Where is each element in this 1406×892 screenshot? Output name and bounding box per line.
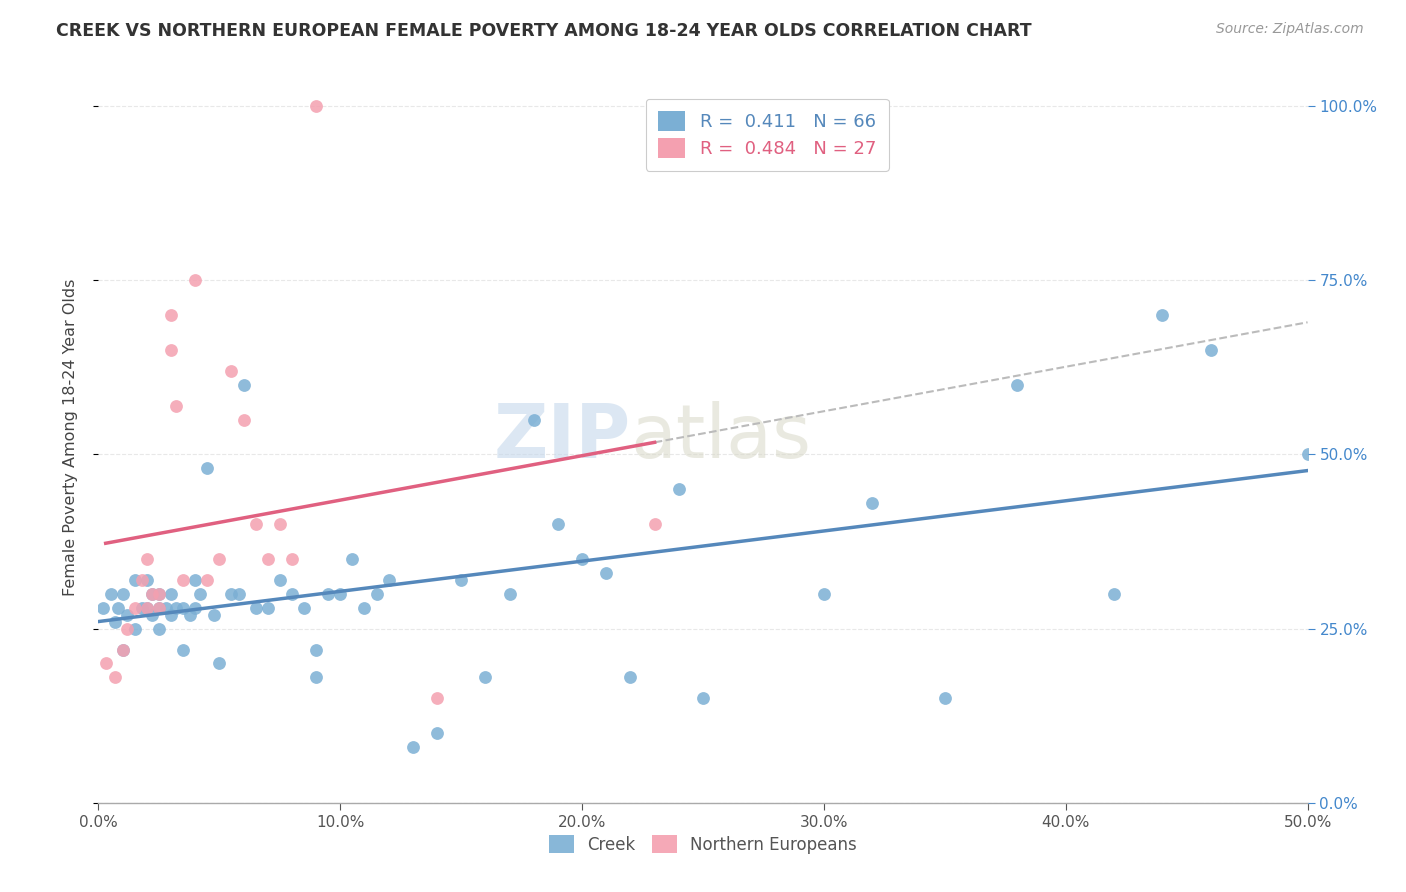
Point [934, 691, 956, 706]
Point [179, 607, 201, 622]
Point [208, 657, 231, 671]
Point [184, 600, 207, 615]
Point [329, 587, 352, 601]
Point [124, 600, 146, 615]
Point [155, 600, 177, 615]
Point [160, 607, 183, 622]
Point [135, 600, 157, 615]
Point [305, 642, 328, 657]
Point [160, 343, 183, 357]
Point [221, 587, 243, 601]
Point [269, 573, 291, 587]
Point [523, 412, 546, 426]
Point [245, 517, 267, 532]
Point [692, 691, 714, 706]
Text: Source: ZipAtlas.com: Source: ZipAtlas.com [1216, 22, 1364, 37]
Point [256, 552, 278, 566]
Point [141, 587, 163, 601]
Point [281, 552, 304, 566]
Point [135, 573, 157, 587]
Point [141, 607, 163, 622]
Point [245, 600, 267, 615]
Point [644, 517, 666, 532]
Point [353, 600, 375, 615]
Point [426, 691, 449, 706]
Point [165, 600, 187, 615]
Point [111, 642, 134, 657]
Point [208, 552, 231, 566]
Point [1296, 448, 1319, 462]
Point [547, 517, 569, 532]
Point [195, 461, 218, 475]
Point [619, 670, 641, 684]
Point [232, 377, 254, 392]
Y-axis label: Female Poverty Among 18-24 Year Olds: Female Poverty Among 18-24 Year Olds [63, 278, 77, 596]
Point [141, 587, 163, 601]
Point [148, 587, 170, 601]
Point [117, 607, 139, 622]
Point [571, 552, 593, 566]
Point [172, 573, 194, 587]
Point [860, 496, 883, 510]
Point [124, 573, 146, 587]
Point [135, 552, 157, 566]
Point [426, 726, 449, 740]
Point [100, 587, 122, 601]
Point [316, 587, 339, 601]
Point [228, 587, 250, 601]
Point [184, 573, 207, 587]
Point [94, 657, 117, 671]
Text: ZIP: ZIP [494, 401, 630, 474]
Point [1152, 308, 1174, 322]
Point [148, 587, 170, 601]
Point [1102, 587, 1125, 601]
Point [104, 670, 127, 684]
Point [269, 517, 291, 532]
Point [498, 587, 520, 601]
Point [131, 600, 153, 615]
Point [1199, 343, 1222, 357]
Point [366, 587, 388, 601]
Point [195, 573, 218, 587]
Point [305, 99, 328, 113]
Point [172, 600, 194, 615]
Point [342, 552, 364, 566]
Text: CREEK VS NORTHERN EUROPEAN FEMALE POVERTY AMONG 18-24 YEAR OLDS CORRELATION CHAR: CREEK VS NORTHERN EUROPEAN FEMALE POVERT… [56, 22, 1032, 40]
Point [474, 670, 496, 684]
Point [1007, 377, 1029, 392]
Point [813, 587, 835, 601]
Point [148, 622, 170, 636]
Text: atlas: atlas [630, 401, 811, 474]
Point [377, 573, 399, 587]
Point [111, 642, 134, 657]
Point [221, 364, 243, 378]
Point [124, 622, 146, 636]
Point [111, 587, 134, 601]
Point [188, 587, 211, 601]
Point [450, 573, 472, 587]
Point [104, 615, 127, 629]
Point [305, 670, 328, 684]
Point [91, 600, 114, 615]
Point [117, 622, 139, 636]
Point [402, 740, 425, 755]
Point [160, 308, 183, 322]
Point [165, 399, 187, 413]
Point [135, 600, 157, 615]
Point [160, 587, 183, 601]
Point [107, 600, 129, 615]
Point [232, 412, 254, 426]
Point [668, 483, 690, 497]
Point [172, 642, 194, 657]
Point [148, 600, 170, 615]
Point [292, 600, 315, 615]
Point [281, 587, 304, 601]
Legend: Creek, Northern Europeans: Creek, Northern Europeans [543, 829, 863, 860]
Point [131, 573, 153, 587]
Point [595, 566, 617, 580]
Point [184, 273, 207, 287]
Point [256, 600, 278, 615]
Point [148, 600, 170, 615]
Point [204, 607, 226, 622]
